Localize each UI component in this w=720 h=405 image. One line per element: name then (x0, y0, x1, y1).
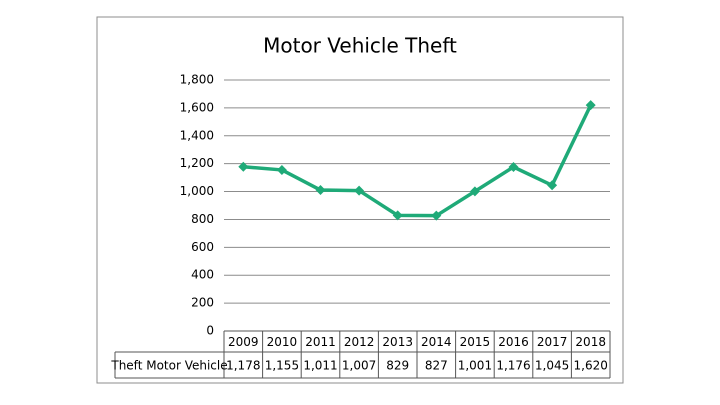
x-tick-label: 2017 (537, 335, 568, 349)
y-tick-label: 1,600 (180, 100, 214, 114)
data-point (431, 210, 442, 221)
x-tick-label: 2011 (305, 335, 336, 349)
series-line (243, 104, 593, 218)
y-tick-label: 1,800 (180, 73, 214, 87)
data-label: 829 (386, 359, 409, 373)
x-tick-label: 2014 (421, 335, 452, 349)
y-tick-label: 600 (191, 240, 214, 254)
data-label: 827 (425, 359, 448, 373)
x-tick-label: 2013 (382, 335, 413, 349)
chart-frame (96, 16, 624, 384)
data-label: 1,178 (226, 359, 260, 373)
y-tick-label: 200 (191, 296, 214, 310)
legend-label: Theft Motor Vehicle (110, 359, 227, 373)
data-point (585, 100, 596, 111)
data-label: 1,011 (303, 359, 337, 373)
data-point (276, 164, 287, 175)
y-tick-label: 1,200 (180, 156, 214, 170)
x-tick-label: 2010 (267, 335, 298, 349)
y-tick-label: 0 (206, 324, 214, 338)
x-tick-label: 2015 (460, 335, 491, 349)
x-tick-label: 2016 (498, 335, 529, 349)
data-label: 1,176 (496, 359, 530, 373)
data-point (354, 185, 365, 196)
data-point (508, 162, 519, 173)
data-point (392, 210, 403, 221)
chart-title: Motor Vehicle Theft (263, 34, 457, 58)
data-point (469, 186, 480, 197)
y-tick-label: 1,000 (180, 184, 214, 198)
y-tick-label: 800 (191, 212, 214, 226)
data-point (547, 180, 558, 191)
y-tick-label: 1,400 (180, 128, 214, 142)
data-point (315, 185, 326, 196)
data-point (238, 161, 249, 172)
data-label: 1,620 (574, 359, 608, 373)
data-label: 1,007 (342, 359, 376, 373)
data-label: 1,045 (535, 359, 569, 373)
x-tick-label: 2009 (228, 335, 259, 349)
y-tick-label: 400 (191, 268, 214, 282)
data-label: 1,001 (458, 359, 492, 373)
data-label: 1,155 (265, 359, 299, 373)
x-tick-label: 2018 (575, 335, 606, 349)
x-tick-label: 2012 (344, 335, 375, 349)
